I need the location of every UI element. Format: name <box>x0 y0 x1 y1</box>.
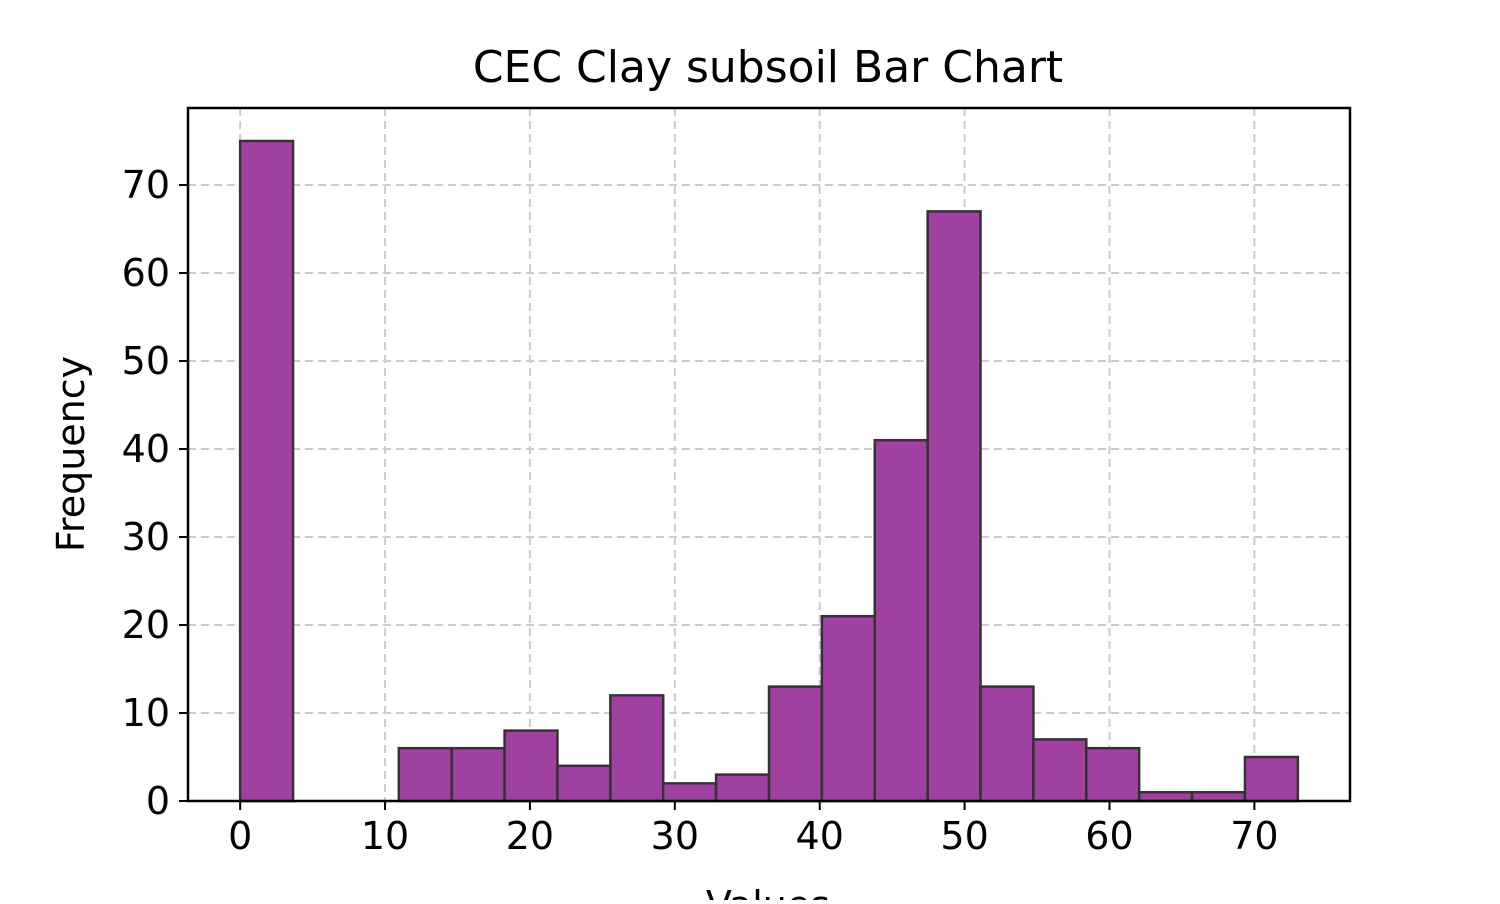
x-tick-label-0: 0 <box>228 814 252 858</box>
y-tick-label-4: 40 <box>122 427 170 471</box>
x-axis-ticks: 0 10 20 30 40 50 60 70 <box>228 801 1279 858</box>
y-tick-label-7: 70 <box>122 163 170 207</box>
bar-4 <box>450 746 506 803</box>
bar-5 <box>503 729 559 803</box>
chart-title: CEC Clay subsoil Bar Chart <box>473 42 1063 93</box>
bar-0 <box>238 139 295 803</box>
y-axis-ticks: 0 10 20 30 40 50 60 70 <box>122 163 188 823</box>
bar-8 <box>661 782 718 803</box>
bar-18 <box>1190 790 1247 803</box>
bar-14 <box>979 685 1035 803</box>
y-tick-label-3: 30 <box>122 515 170 559</box>
x-tick-label-1: 10 <box>361 814 409 858</box>
x-tick-label-5: 50 <box>940 814 988 858</box>
y-tick-label-6: 60 <box>122 251 170 295</box>
y-tick-label-1: 10 <box>122 691 170 735</box>
bar-12 <box>873 438 929 803</box>
bar-9 <box>714 773 771 803</box>
x-tick-label-4: 40 <box>796 814 844 858</box>
x-tick-label-7: 70 <box>1230 814 1278 858</box>
x-tick-label-3: 30 <box>651 814 699 858</box>
y-tick-label-2: 20 <box>122 603 170 647</box>
bar-11 <box>820 614 877 803</box>
bar-15 <box>1032 738 1088 803</box>
bar-16 <box>1085 746 1141 803</box>
bar-10 <box>767 685 824 803</box>
x-tick-label-2: 20 <box>506 814 554 858</box>
y-tick-label-5: 50 <box>122 339 170 383</box>
axes-frame <box>186 106 1352 803</box>
bar-3 <box>397 746 453 803</box>
bar-6 <box>556 764 612 803</box>
y-axis-label: Frequency <box>49 356 93 552</box>
x-tick-label-6: 60 <box>1085 814 1133 858</box>
bar-17 <box>1137 790 1194 803</box>
bar-13 <box>926 210 982 803</box>
bar-7 <box>609 694 665 803</box>
bar-19 <box>1243 755 1300 803</box>
y-tick-label-0: 0 <box>146 779 170 823</box>
x-axis-label: Values <box>706 883 830 900</box>
